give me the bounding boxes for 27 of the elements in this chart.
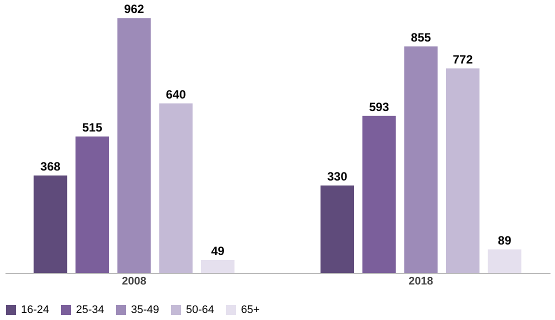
data-label: 49 [211,244,225,258]
legend-label: 16-24 [21,304,50,316]
x-tick-label: 2008 [122,276,146,288]
bar [488,249,522,273]
bar [446,68,480,273]
data-label: 330 [327,170,348,184]
legend-label: 25-34 [76,304,104,316]
data-label: 515 [82,120,103,135]
data-label: 962 [124,2,144,16]
data-label: 855 [410,30,432,44]
bar [34,175,68,273]
data-label: 593 [369,100,390,114]
data-label: 640 [166,87,186,102]
bar [76,136,109,273]
data-label: 89 [498,233,512,248]
x-tick-label: 2018 [408,276,434,288]
legend-label: 65+ [241,304,260,316]
bar [201,260,234,273]
bar [159,103,193,273]
bar [404,46,438,273]
bar [362,116,396,273]
data-label: 368 [40,159,61,174]
bar [320,186,354,273]
bar [117,18,151,273]
legend-label: 50-64 [186,304,214,316]
legend-label: 35-49 [131,304,160,316]
data-label: 772 [452,52,474,66]
